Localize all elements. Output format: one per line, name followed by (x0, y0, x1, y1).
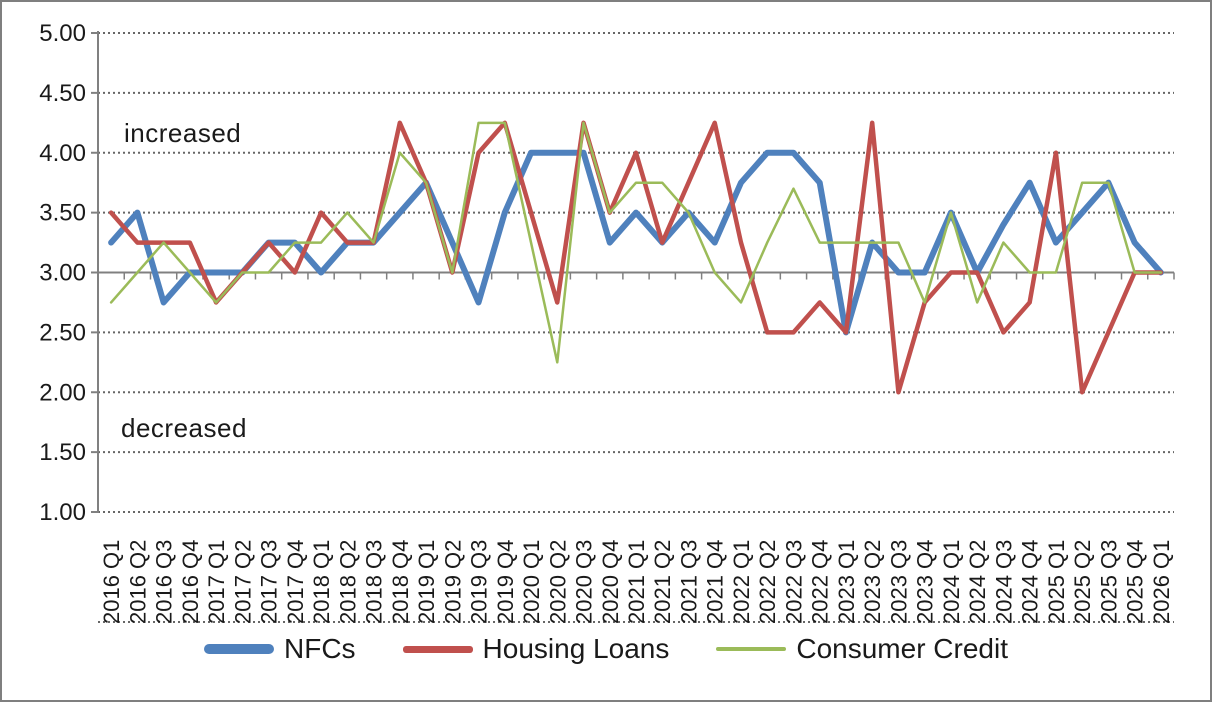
x-tick-label: 2016 Q3 (152, 540, 177, 624)
x-tick-label: 2021 Q1 (624, 540, 649, 624)
x-tick-label: 2018 Q4 (388, 540, 413, 624)
x-tick-label: 2025 Q2 (1070, 540, 1095, 624)
x-tick-label: 2022 Q4 (808, 540, 833, 624)
x-tick-label: 2025 Q4 (1123, 540, 1148, 624)
x-tick-label: 2024 Q2 (965, 540, 990, 624)
x-tick-label: 2018 Q1 (309, 540, 334, 624)
x-tick-label: 2016 Q1 (99, 540, 124, 624)
annotation-increased: increased (124, 118, 242, 148)
x-tick-label: 2016 Q2 (125, 540, 150, 624)
x-tick-label: 2024 Q3 (991, 540, 1016, 624)
legend-item-nfcs: NFCs (204, 633, 356, 665)
legend-label-housing-loans: Housing Loans (482, 633, 670, 664)
x-tick-label: 2024 Q4 (1018, 540, 1043, 624)
x-tick-label: 2017 Q1 (204, 540, 229, 624)
y-tick-label: 3.00 (39, 260, 86, 287)
x-tick-label: 2021 Q4 (703, 540, 728, 624)
legend-swatch-consumer-credit-line (716, 647, 787, 651)
x-tick-label: 2016 Q4 (178, 540, 203, 624)
x-tick-label: 2022 Q1 (729, 540, 754, 624)
x-tick-label: 2018 Q3 (362, 540, 387, 624)
x-tick-label: 2020 Q2 (545, 540, 570, 624)
x-tick-label: 2019 Q2 (440, 540, 465, 624)
x-tick-label: 2017 Q3 (257, 540, 282, 624)
x-tick-label: 2022 Q3 (781, 540, 806, 624)
legend-label-consumer-credit: Consumer Credit (796, 633, 1008, 664)
x-tick-label: 2020 Q4 (598, 540, 623, 624)
x-tick-label: 2023 Q2 (860, 540, 885, 624)
x-tick-label: 2021 Q3 (676, 540, 701, 624)
housing-loans-line (108, 120, 1164, 395)
x-tick-label: 2019 Q1 (414, 540, 439, 624)
x-tick-label: 2019 Q4 (493, 540, 518, 624)
legend: NFCs Housing Loans Consumer Credit (2, 633, 1210, 665)
y-tick-label: 4.00 (39, 140, 86, 167)
legend-label-nfcs: NFCs (284, 633, 356, 664)
y-tick-label: 3.50 (39, 200, 86, 227)
x-tick-label: 2026 Q1 (1149, 540, 1174, 624)
x-tick-label: 2025 Q1 (1044, 540, 1069, 624)
y-tick-label: 1.50 (39, 439, 86, 466)
legend-item-housing-loans: Housing Loans (402, 633, 670, 665)
x-tick-label: 2023 Q1 (834, 540, 859, 624)
y-tick-label: 5.00 (39, 20, 86, 47)
y-tick-label: 4.50 (39, 80, 86, 107)
x-tick-label: 2025 Q3 (1096, 540, 1121, 624)
annotation-decreased: decreased (121, 413, 247, 443)
x-tick-label: 2021 Q2 (650, 540, 675, 624)
y-tick-label: 2.50 (39, 319, 86, 346)
legend-item-consumer-credit: Consumer Credit (716, 633, 1008, 665)
x-tick-label: 2023 Q3 (886, 540, 911, 624)
x-tick-label: 2017 Q4 (283, 540, 308, 624)
legend-swatch-housing-loans-line (402, 645, 473, 653)
x-tick-label: 2017 Q2 (230, 540, 255, 624)
x-tick-label: 2018 Q2 (335, 540, 360, 624)
y-tick-label: 2.00 (39, 379, 86, 406)
y-tick-label: 1.00 (39, 499, 86, 526)
nfcs-line (108, 149, 1164, 336)
x-tick-label: 2020 Q1 (519, 540, 544, 624)
x-tick-label: 2020 Q3 (572, 540, 597, 624)
x-tick-label: 2019 Q3 (467, 540, 492, 624)
x-tick-label: 2023 Q4 (913, 540, 938, 624)
consumer-credit-line (109, 121, 1163, 364)
x-tick-label: 2024 Q1 (939, 540, 964, 624)
x-tick-label: 2022 Q2 (755, 540, 780, 624)
legend-swatch-nfcs-line (204, 644, 274, 654)
